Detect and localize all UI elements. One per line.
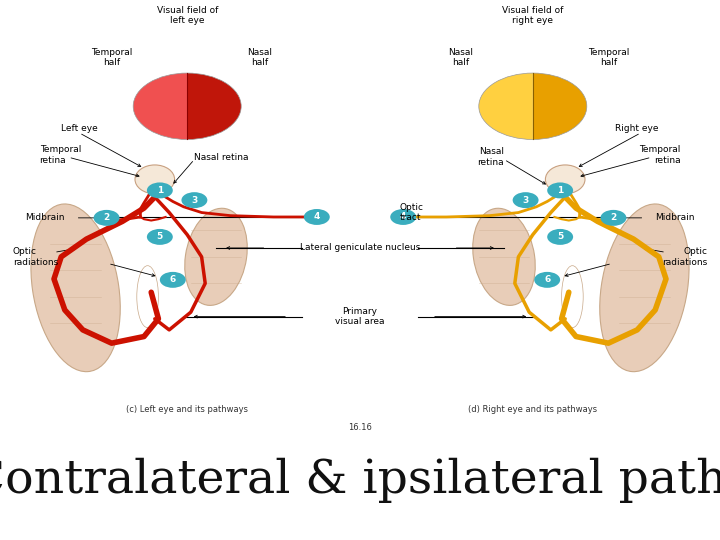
Text: Optic
tract: Optic tract	[400, 203, 423, 222]
Circle shape	[94, 210, 120, 226]
Text: 5: 5	[157, 232, 163, 241]
Text: Midbrain: Midbrain	[655, 213, 695, 222]
Text: Optic
radiations: Optic radiations	[662, 247, 707, 267]
Text: Nasal
half: Nasal half	[449, 48, 473, 68]
Text: (c) Left eye and its pathways: (c) Left eye and its pathways	[126, 405, 248, 414]
Ellipse shape	[600, 204, 689, 372]
Ellipse shape	[137, 266, 158, 328]
Text: Midbrain: Midbrain	[25, 213, 65, 222]
Text: Nasal
half: Nasal half	[247, 48, 271, 68]
Ellipse shape	[546, 165, 585, 194]
Text: Temporal
half: Temporal half	[588, 48, 629, 68]
Text: 2: 2	[104, 213, 109, 222]
Text: 5: 5	[557, 232, 563, 241]
Ellipse shape	[473, 208, 535, 306]
Text: 4: 4	[400, 212, 406, 221]
Circle shape	[547, 183, 573, 198]
Wedge shape	[187, 73, 241, 139]
Wedge shape	[533, 73, 587, 139]
Text: Contralateral & ipsilateral paths: Contralateral & ipsilateral paths	[0, 458, 720, 503]
Text: Primary
visual area: Primary visual area	[336, 307, 384, 326]
Circle shape	[304, 209, 330, 225]
Wedge shape	[479, 73, 533, 139]
Text: 2: 2	[611, 213, 616, 222]
Text: 6: 6	[170, 275, 176, 285]
Text: (d) Right eye and its pathways: (d) Right eye and its pathways	[468, 405, 598, 414]
Circle shape	[147, 183, 173, 198]
Circle shape	[181, 192, 207, 208]
Ellipse shape	[135, 165, 175, 194]
Text: Visual field of
right eye: Visual field of right eye	[502, 6, 564, 25]
Text: 1: 1	[157, 186, 163, 195]
Text: Optic
radiations: Optic radiations	[13, 247, 58, 267]
Text: Temporal
half: Temporal half	[91, 48, 132, 68]
Text: Visual field of
left eye: Visual field of left eye	[156, 6, 218, 25]
Ellipse shape	[562, 266, 583, 328]
Ellipse shape	[185, 208, 247, 306]
Text: 4: 4	[314, 212, 320, 221]
Text: 16.16: 16.16	[348, 423, 372, 432]
Text: Nasal retina: Nasal retina	[194, 153, 249, 161]
Text: Lateral geniculate nucleus: Lateral geniculate nucleus	[300, 244, 420, 253]
Text: Nasal
retina: Nasal retina	[477, 147, 504, 167]
Text: Right eye: Right eye	[616, 124, 659, 133]
Circle shape	[390, 209, 416, 225]
Circle shape	[534, 272, 560, 288]
Text: 3: 3	[192, 195, 197, 205]
Text: Temporal
retina: Temporal retina	[40, 145, 81, 165]
Wedge shape	[133, 73, 187, 139]
Circle shape	[600, 210, 626, 226]
Circle shape	[160, 272, 186, 288]
Text: 3: 3	[523, 195, 528, 205]
Circle shape	[147, 229, 173, 245]
Text: 1: 1	[557, 186, 563, 195]
Text: 6: 6	[544, 275, 550, 285]
Ellipse shape	[31, 204, 120, 372]
Circle shape	[513, 192, 539, 208]
Text: Left eye: Left eye	[61, 124, 98, 133]
Text: Temporal
retina: Temporal retina	[639, 145, 680, 165]
Circle shape	[547, 229, 573, 245]
